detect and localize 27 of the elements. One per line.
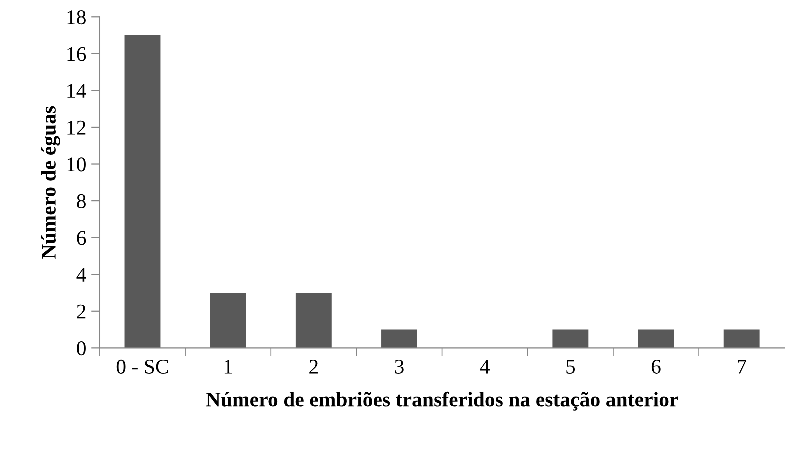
bar [638, 330, 674, 348]
y-tick-label: 2 [77, 304, 86, 319]
y-tick-label: 18 [68, 10, 86, 25]
y-tick-label: 8 [77, 194, 86, 208]
y-tick-label: 16 [68, 47, 86, 62]
bar [724, 330, 760, 348]
x-tick-label: 7 [738, 360, 746, 374]
y-tick-label: 6 [77, 231, 86, 246]
bar [552, 330, 589, 348]
x-tick-label: 5 [566, 360, 576, 374]
x-tick-label: 1 [224, 360, 232, 374]
y-tick-label: 10 [68, 158, 86, 172]
y-tick-label: 0 [77, 342, 86, 356]
bar [210, 293, 246, 348]
x-axis-title: Número de embriões transferidos na estação anterior [206, 392, 678, 411]
y-tick-label: 4 [76, 268, 86, 282]
bar [382, 330, 418, 348]
bar [124, 36, 161, 348]
x-tick-label: 0 - SC [116, 360, 168, 374]
x-tick-label: 4 [480, 360, 490, 374]
y-tick-label: 14 [68, 84, 86, 98]
x-tick-label: 2 [310, 360, 318, 374]
bar [296, 293, 332, 348]
y-axis-title: Número de éguas [41, 106, 60, 260]
x-tick-label: 6 [652, 360, 661, 374]
y-tick-label: 12 [68, 120, 86, 135]
x-tick-label: 3 [395, 360, 404, 374]
